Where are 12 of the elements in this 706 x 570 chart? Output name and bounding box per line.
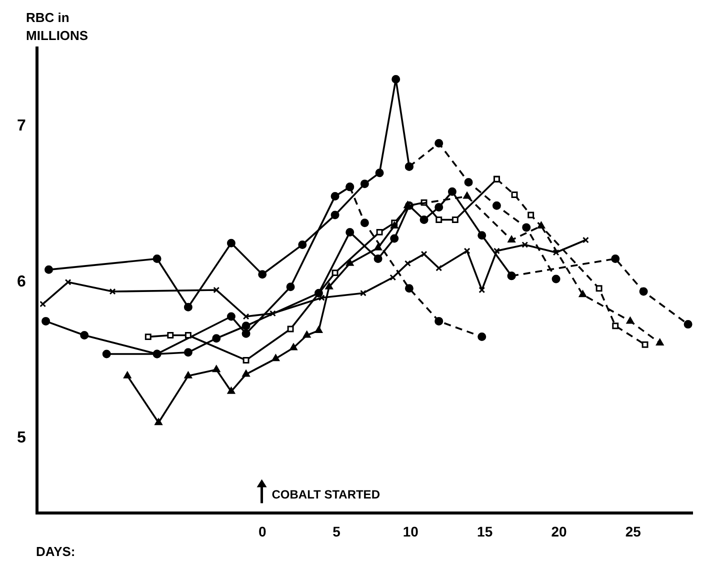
x-tick-label: 5 xyxy=(332,523,341,540)
x-tick-label: 10 xyxy=(402,523,419,540)
x-tick-label: 25 xyxy=(625,523,642,540)
annotation: COBALT STARTED xyxy=(272,488,380,502)
x-tick-label: 20 xyxy=(551,523,568,540)
y-tick-label: 6 xyxy=(16,274,26,291)
x-axis-title: DAYS: xyxy=(36,544,76,559)
y-axis-title: RBC in MILLIONS xyxy=(26,10,88,44)
x-tick-label: 0 xyxy=(258,523,266,540)
x-tick-label: 15 xyxy=(477,523,493,540)
y-tick-label: 7 xyxy=(16,117,26,134)
y-tick-label: 5 xyxy=(16,430,26,447)
